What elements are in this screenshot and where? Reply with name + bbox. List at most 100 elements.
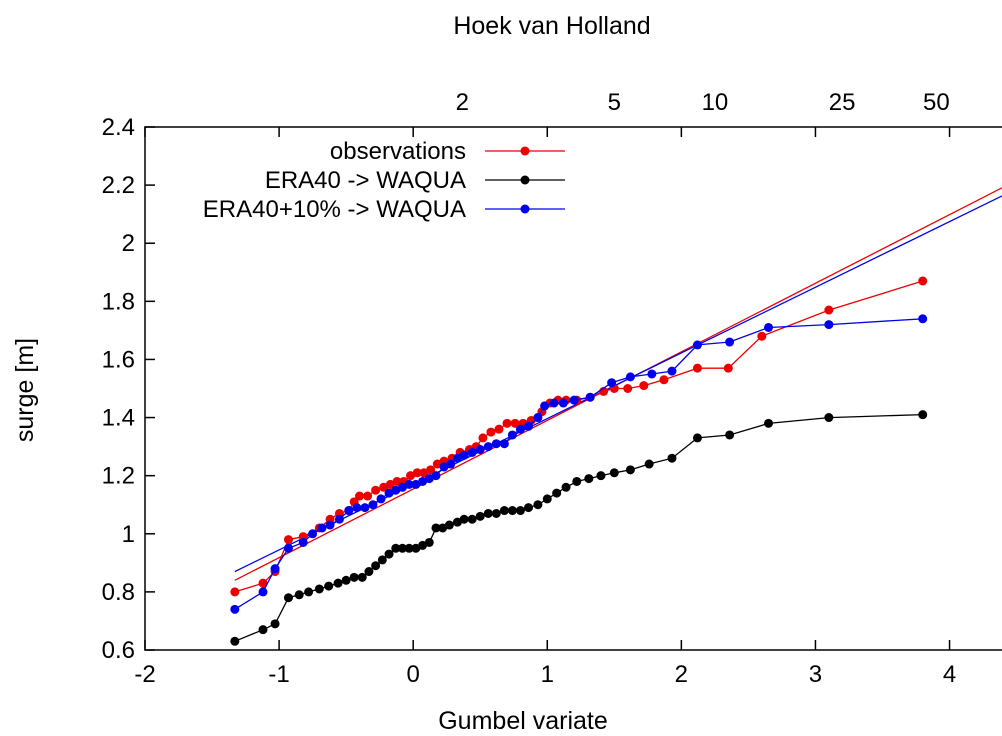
data-point	[424, 474, 434, 484]
data-point	[667, 453, 677, 463]
data-point	[499, 439, 509, 449]
data-point	[918, 410, 928, 420]
y-tick-label: 0.8	[102, 579, 135, 606]
data-point	[757, 331, 767, 341]
y-tick-label: 2.2	[102, 172, 135, 199]
data-point	[446, 459, 456, 469]
data-point	[270, 619, 280, 629]
data-point	[607, 378, 617, 388]
data-point	[467, 447, 477, 457]
data-point	[333, 578, 343, 588]
data-point	[411, 479, 421, 489]
data-point	[283, 535, 293, 545]
legend-marker	[520, 204, 530, 214]
data-point	[258, 578, 268, 588]
data-point	[507, 506, 517, 516]
data-point	[411, 543, 421, 553]
data-point	[344, 506, 354, 516]
y-tick-label: 1.2	[102, 463, 135, 490]
data-point	[371, 485, 381, 495]
data-point	[483, 508, 493, 518]
data-point	[459, 514, 469, 524]
data-point	[418, 540, 428, 550]
data-point	[824, 320, 834, 330]
data-point	[475, 511, 485, 521]
data-point	[558, 398, 568, 408]
top-tick-label: 10	[702, 89, 729, 116]
data-point	[384, 488, 394, 498]
data-point	[324, 581, 334, 591]
y-tick-label: 1	[122, 521, 135, 548]
data-point	[424, 537, 434, 547]
y-axis-label: surge [m]	[11, 338, 39, 442]
data-point	[412, 468, 422, 478]
data-point	[764, 322, 774, 332]
data-point	[431, 471, 441, 481]
x-axis-ticks: -2 -1 0 1 2 3 4	[134, 127, 956, 688]
data-point	[515, 506, 525, 516]
data-point	[384, 549, 394, 559]
data-point	[824, 305, 834, 315]
data-point	[376, 494, 386, 504]
data-point	[561, 482, 571, 492]
x-tick-label: 4	[943, 661, 956, 688]
top-tick-label: 50	[923, 89, 950, 116]
data-point	[540, 401, 550, 411]
data-point	[524, 421, 533, 431]
data-point	[308, 529, 318, 539]
series-era40-10-waqua	[230, 314, 928, 614]
data-point	[444, 520, 454, 530]
top-tick-label: 2	[456, 89, 469, 116]
data-point	[625, 465, 635, 475]
data-point	[355, 491, 365, 501]
data-point	[258, 587, 268, 597]
data-point	[426, 465, 436, 475]
data-point	[644, 459, 654, 469]
data-point	[294, 590, 304, 600]
data-point	[270, 564, 280, 574]
x-axis-label: Gumbel variate	[438, 707, 608, 735]
data-point	[406, 471, 415, 481]
data-point	[533, 413, 543, 423]
data-point	[230, 587, 240, 597]
data-point	[283, 593, 293, 603]
data-point	[524, 503, 533, 513]
x-tick-label: 2	[675, 661, 688, 688]
data-point	[623, 384, 633, 393]
y-tick-label: 2	[122, 230, 135, 257]
plot-frame	[144, 126, 1002, 651]
y-tick-label: 1.8	[102, 288, 135, 315]
data-point	[397, 482, 407, 492]
legend-marker	[520, 175, 530, 185]
data-point	[510, 418, 520, 428]
data-point	[298, 537, 308, 547]
legend-marker	[520, 146, 530, 156]
data-point	[491, 439, 501, 449]
data-point	[357, 572, 367, 582]
data-point	[397, 543, 407, 553]
series-era40-waqua	[230, 410, 928, 646]
data-point	[692, 433, 702, 443]
data-point	[542, 494, 552, 504]
data-point	[764, 418, 774, 428]
data-point	[391, 543, 401, 553]
data-point	[349, 572, 359, 582]
data-point	[334, 514, 344, 524]
data-point	[317, 523, 327, 533]
data-point	[439, 462, 449, 472]
data-point	[692, 340, 702, 350]
data-point	[491, 508, 501, 518]
data-point	[419, 468, 429, 478]
data-point	[391, 485, 401, 495]
data-point	[368, 500, 378, 510]
data-point	[230, 636, 240, 646]
data-point	[723, 363, 733, 373]
x-tick-label: 0	[407, 661, 420, 688]
data-point	[725, 430, 735, 440]
y-tick-label: 2.4	[102, 114, 135, 141]
chart-title: Hoek van Holland	[453, 12, 650, 40]
data-point	[363, 491, 373, 501]
data-point	[609, 468, 619, 478]
data-point	[364, 567, 374, 577]
x-tick-label: 3	[809, 661, 822, 688]
